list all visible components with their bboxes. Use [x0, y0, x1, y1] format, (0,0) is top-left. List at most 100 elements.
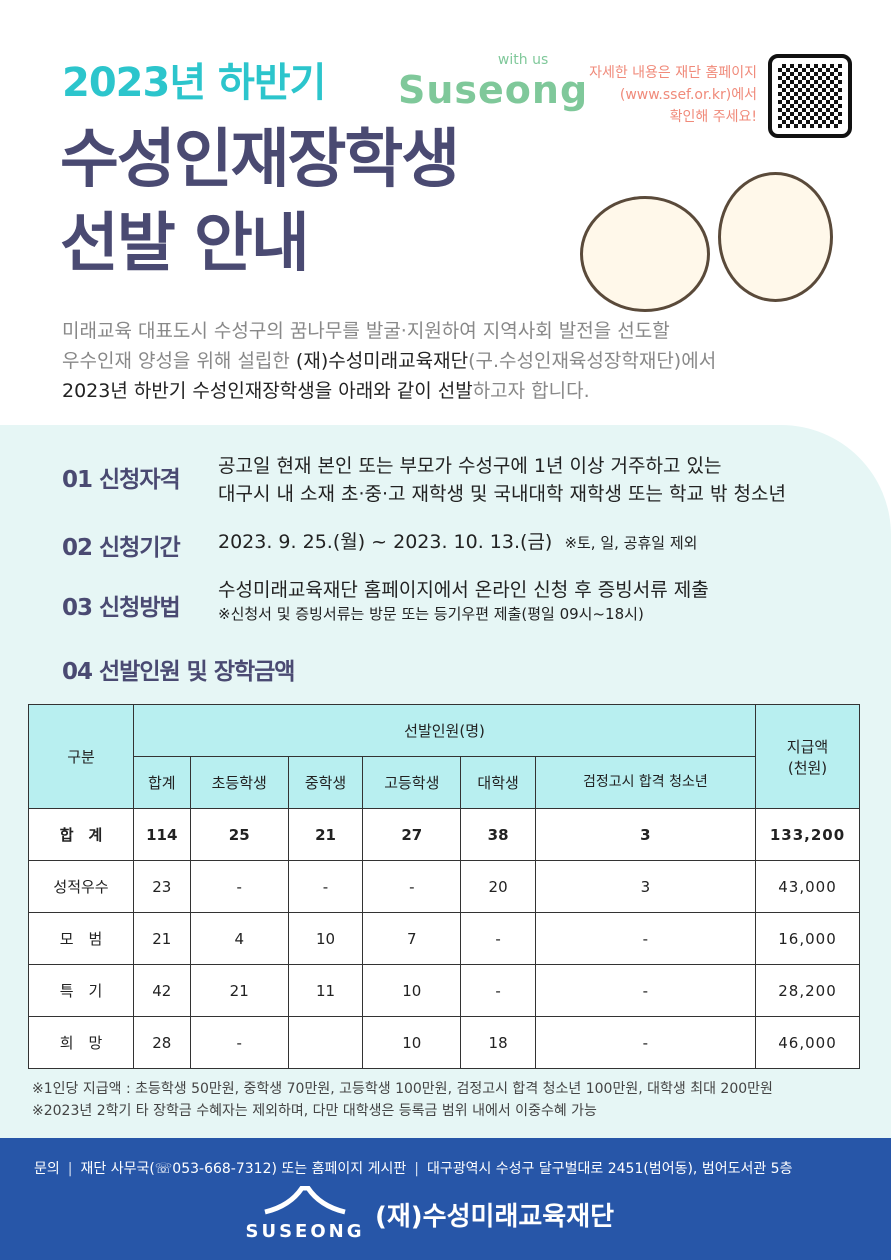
table-cell: 27 — [362, 808, 462, 861]
table-cell: - — [460, 964, 536, 1017]
table-cell: - — [534, 964, 757, 1017]
table-cell: - — [287, 860, 364, 913]
table-cell: 20 — [460, 860, 536, 913]
row-label: 특 기 — [28, 964, 134, 1017]
table-cell: - — [189, 860, 289, 913]
table-cell: 23 — [133, 860, 191, 913]
table-cell: 18 — [460, 1016, 536, 1069]
table-cell: - — [189, 1016, 289, 1069]
table-cell: 28 — [133, 1016, 191, 1069]
brand-logo: with us Suseong — [398, 52, 588, 112]
table-cell: 7 — [362, 912, 462, 965]
contact-phone: 재단 사무국(☏053-668-7312) 또는 홈페이지 게시판 — [80, 1161, 407, 1177]
text-line: 수성미래교육재단 홈페이지에서 온라인 신청 후 증빙서류 제출 — [218, 579, 709, 601]
title-line-1: 수성인재장학생 — [60, 123, 460, 197]
notice-line: 자세한 내용은 재단 홈페이지 — [589, 65, 757, 81]
table-cell: 3 — [534, 808, 757, 861]
table-cell: 28,200 — [755, 964, 860, 1017]
hamster-mascot-icon — [718, 172, 833, 302]
foundation-name: (재)수성미래교육재단 — [375, 1201, 615, 1232]
table-cell: 3 — [534, 860, 757, 913]
table-cell: 21 — [189, 964, 289, 1017]
table-cell: 10 — [287, 912, 364, 965]
logo-text: SUSEONG — [245, 1221, 365, 1242]
column-header: 대학생 — [460, 756, 536, 809]
contact-address: 대구광역시 수성구 달구벌대로 2451(범어동), 범어도서관 5층 — [426, 1161, 793, 1177]
intro-org: (재)수성미래교육재단 — [295, 350, 469, 372]
table-row: 성적우수 23- - -20 3 43,000 — [28, 860, 860, 913]
notice-line[interactable]: (www.ssef.or.kr)에서 — [619, 87, 757, 103]
table-cell: 25 — [189, 808, 289, 861]
table-cell: 11 — [287, 964, 364, 1017]
section-eligibility-text: 공고일 현재 본인 또는 부모가 수성구에 1년 이상 거주하고 있는 대구시 … — [218, 452, 786, 508]
intro-line: 미래교육 대표도시 수성구의 꿈나무를 발굴·지원하여 지역사회 발전을 선도할 — [62, 320, 670, 342]
amount-l1: 지급액 — [786, 737, 829, 756]
intro-part: (구.수성인재육성장학재단)에서 — [468, 350, 717, 372]
intro-part: 하고자 합니다. — [472, 380, 590, 402]
table-row: 특 기 42 21 11 10- -28,200 — [28, 964, 860, 1017]
footer: 문의 | 재단 사무국(☏053-668-7312) 또는 홈페이지 게시판 | 대구광… — [0, 1138, 891, 1260]
period: 2023. 9. 25.(월) ~ 2023. 10. 13.(금) — [218, 531, 553, 553]
table-cell: 43,000 — [755, 860, 860, 913]
footnote: ※1인당 지급액 : 초등학생 50만원, 중학생 70만원, 고등학생 100… — [32, 1081, 773, 1097]
table-cell: - — [362, 860, 462, 913]
text-line: 공고일 현재 본인 또는 부모가 수성구에 1년 이상 거주하고 있는 — [218, 455, 722, 477]
amount-l2: (천원) — [787, 758, 828, 777]
row-label: 모 범 — [28, 912, 134, 965]
notice-line: 확인해 주세요! — [669, 109, 757, 125]
column-header: 합계 — [133, 756, 191, 809]
row-label: 희 망 — [28, 1016, 134, 1069]
table-cell: 42 — [133, 964, 191, 1017]
contact-info: 문의 | 재단 사무국(☏053-668-7312) 또는 홈페이지 게시판 | 대구광… — [34, 1161, 793, 1177]
qr-code[interactable] — [768, 54, 852, 138]
section-method-text: 수성미래교육재단 홈페이지에서 온라인 신청 후 증빙서류 제출 ※신청서 및 … — [218, 576, 709, 624]
intro-line: 2023년 하반기 수성인재장학생을 아래와 같이 선발하고자 합니다. — [62, 376, 716, 406]
scholarship-table: 구분 선발인원(명) 지급액 (천원) 합계 초등학생 중학생 고등학생 대학생 검정고시 … — [28, 704, 860, 1069]
brand-text: Suseong — [398, 68, 589, 112]
row-label: 합 계 — [28, 808, 134, 861]
hamster-mascot-icon — [580, 196, 710, 312]
contact-label: 문의 — [34, 1161, 60, 1177]
method-note: ※신청서 및 증빙서류는 방문 또는 등기우편 제출(평일 09시~18시) — [218, 605, 644, 623]
column-header: 검정고시 합격 청소년 — [534, 756, 757, 809]
subtitle: 2023년 하반기 — [62, 60, 326, 106]
intro-emphasis: 2023년 하반기 수성인재장학생을 아래와 같이 선발 — [62, 380, 473, 402]
section-method-title: 03 신청방법 — [62, 595, 181, 621]
table-row: 합 계 114 25 21 27 38 3 133,200 — [28, 808, 860, 861]
table-cell: 16,000 — [755, 912, 860, 965]
title-line-2: 선발 안내 — [60, 207, 310, 281]
table-cell: 114 — [133, 808, 191, 861]
table-cell: 10 — [362, 964, 462, 1017]
section-period-title: 02 신청기간 — [62, 535, 181, 561]
intro-text: 미래교육 대표도시 수성구의 꿈나무를 발굴·지원하여 지역사회 발전을 선도할… — [62, 316, 716, 406]
section-period-text: 2023. 9. 25.(월) ~ 2023. 10. 13.(금) ※토, 일… — [218, 528, 697, 557]
suseong-logo-icon: SUSEONG — [245, 1185, 365, 1242]
text-line: 대구시 내 소재 초·중·고 재학생 및 국내대학 재학생 또는 학교 밖 청소… — [218, 483, 786, 505]
table-row: 희 망 28-10 18-46,000 — [28, 1016, 860, 1069]
period-note: ※토, 일, 공휴일 제외 — [564, 534, 698, 552]
column-header: 초등학생 — [189, 756, 289, 809]
table-cell: 21 — [133, 912, 191, 965]
column-header: 중학생 — [287, 756, 364, 809]
table-cell: 133,200 — [755, 808, 860, 861]
table-cell: 4 — [189, 912, 289, 965]
brand-small: with us — [497, 52, 549, 68]
table-cell — [287, 1016, 364, 1069]
section-eligibility-title: 01 신청자격 — [62, 467, 181, 493]
table-cell: - — [460, 912, 536, 965]
column-header: 고등학생 — [362, 756, 462, 809]
table-cell: 10 — [362, 1016, 462, 1069]
footnotes: ※1인당 지급액 : 초등학생 50만원, 중학생 70만원, 고등학생 100… — [32, 1078, 773, 1122]
header-group: 선발인원(명) — [133, 704, 756, 757]
intro-line: 우수인재 양성을 위해 설립한 (재)수성미래교육재단(구.수성인재육성장학재단… — [62, 346, 716, 376]
table-cell: 46,000 — [755, 1016, 860, 1069]
table-cell: 38 — [460, 808, 536, 861]
section-selection-title: 04 선발인원 및 장학금액 — [62, 659, 295, 685]
header-category: 구분 — [28, 704, 134, 809]
row-label: 성적우수 — [28, 860, 134, 913]
table-cell: - — [534, 1016, 757, 1069]
table-cell: 21 — [287, 808, 364, 861]
table-cell: - — [534, 912, 757, 965]
intro-part: 우수인재 양성을 위해 설립한 — [62, 350, 296, 372]
header-amount: 지급액 (천원) — [755, 704, 860, 809]
